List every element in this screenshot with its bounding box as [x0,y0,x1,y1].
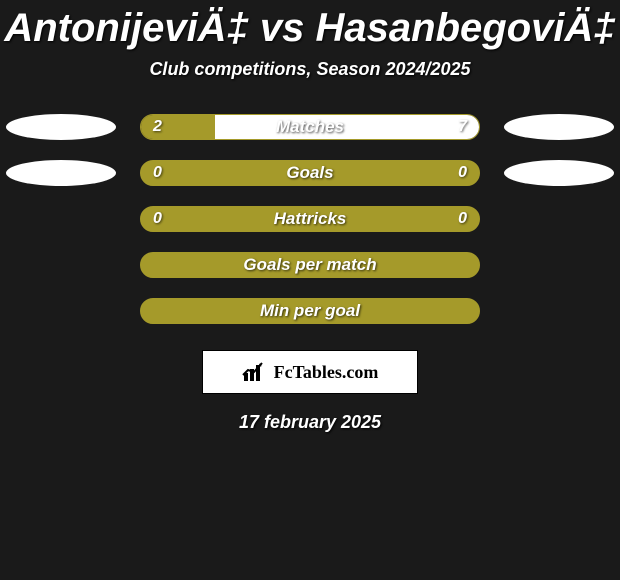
player-right-marker [504,160,614,186]
stat-row: Min per goal [0,298,620,324]
logo-text: FcTables.com [274,362,379,383]
stat-row: 00Goals [0,160,620,186]
stat-label: Matches [141,115,479,139]
stat-row: Goals per match [0,252,620,278]
stat-bar: 00Hattricks [140,206,480,232]
stat-label: Goals per match [141,253,479,277]
stat-row: 27Matches [0,114,620,140]
stat-bar: 00Goals [140,160,480,186]
stat-label: Min per goal [141,299,479,323]
player-left-marker [6,114,116,140]
stat-bar: Goals per match [140,252,480,278]
chart-icon [242,361,268,383]
fctables-logo[interactable]: FcTables.com [202,350,418,394]
player-right-marker [504,114,614,140]
stat-bar: 27Matches [140,114,480,140]
comparison-subtitle: Club competitions, Season 2024/2025 [0,59,620,80]
stat-label: Hattricks [141,207,479,231]
stat-row: 00Hattricks [0,206,620,232]
comparison-title: AntonijeviÄ‡ vs HasanbegoviÄ‡ [0,0,620,51]
snapshot-date: 17 february 2025 [0,412,620,433]
stat-label: Goals [141,161,479,185]
stat-bar: Min per goal [140,298,480,324]
player-left-marker [6,160,116,186]
stat-rows: 27Matches 00Goals 00Hattricks Goals per mat… [0,114,620,324]
